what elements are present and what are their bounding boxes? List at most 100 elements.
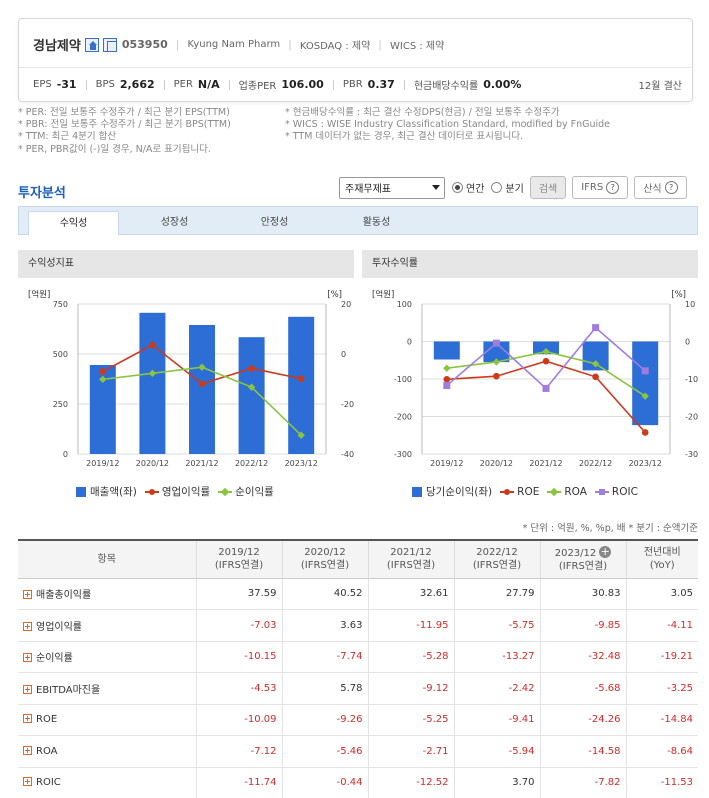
divider: | [288,38,292,51]
col-header: 2021/12 (IFRS연결) [367,539,454,579]
statement-select[interactable]: 주재무제표 [339,176,445,199]
home-icon[interactable] [84,37,99,52]
formula-help-button[interactable]: 산식? [634,176,687,199]
data-point [297,375,305,382]
expand-plus-icon[interactable] [23,684,32,694]
table-header-row: 항목 2019/12 (IFRS연결) 2020/12 (IFRS연결) 2021/… [18,539,698,579]
company-header: 경남제약 053950 | Kyung Nam Pharm | KOSDAQ :… [18,18,693,102]
table-row: ROE -10.09 -9.26 -5.25 -9.41 -24.26 -14.84 [18,704,698,736]
divider: | [175,38,180,51]
tab-growth[interactable]: 성장성 [160,217,189,228]
col-header-item: 항목 [18,539,196,579]
data-point [591,360,600,368]
col-header: 2022/12 (IFRS연결) [453,539,540,579]
table-row: 영업이익률 -7.03 3.63 -11.95 -5.75 -9.85 -4.11 [18,609,698,642]
expand-plus-icon[interactable] [23,621,32,631]
legend-right: 당기순이익(좌) ROE ROA ROIC [412,484,646,499]
data-point [641,367,649,375]
table-cell: -9.41 [453,704,540,736]
legend-item: ROA [547,486,587,498]
row-label[interactable]: ROE [18,704,196,736]
data-point [149,341,156,349]
expand-plus-icon[interactable] [23,653,32,663]
data-point [148,369,157,378]
table-cell: -7.12 [195,735,282,768]
table-cell: -7.03 [195,609,282,642]
col-header: 전년대비 (YoY) [625,539,698,579]
row-label[interactable]: 매출총이익률 [18,578,196,610]
table-cell: -14.58 [539,735,626,768]
ifrs-help-button[interactable]: IFRS? [572,176,629,199]
legend-item: 순이익률 [218,484,274,499]
tab-profitability[interactable]: 수익성 [28,211,119,236]
table-cell: -10.09 [195,704,282,736]
tab-activity[interactable]: 활동성 [362,217,391,228]
y-tick-label: -300 [394,450,412,459]
x-tick-label: 2021/12 [529,459,562,468]
table-row: 순이익률 -10.15 -7.74 -5.28 -13.27 -32.48 -19.21 [18,641,698,673]
note: * 현금배당수익률 : 최근 결산 수정DPS(현금) / 전일 보통주 수정주… [285,107,560,118]
company-name: 경남제약 [33,39,81,54]
table-cell: 3.63 [281,609,368,642]
bar [189,325,215,454]
y2-tick-label: 0 [341,350,346,359]
data-point [443,364,451,372]
table-cell: -5.25 [367,704,454,736]
table-cell: -24.26 [539,704,626,736]
data-point [198,380,206,388]
col-header: 2020/12 (IFRS연결) [281,539,368,579]
table-cell: -8.64 [625,735,698,768]
col-header: 2019/12 (IFRS연결) [195,539,282,579]
table-cell: -32.48 [539,641,626,673]
search-button[interactable]: 검색 [529,176,567,199]
table-cell: -0.44 [281,767,368,798]
return-chart: [억원] [%]100 100 0-100 -10-200 -20-300 -302019/… [372,289,698,468]
english-name: Kyung Nam Pharm [187,39,281,50]
left-axis-unit: [억원] [28,289,50,300]
stock-code: 053950 [121,38,168,51]
table-cell: -2.71 [367,735,454,768]
data-point [99,368,107,375]
table-cell: -11.95 [367,609,454,642]
radio-annual[interactable]: 연간 [452,180,484,195]
stats-row: EPS -31 BPS 2,662 PER N/A 업종PER 106.00 PBR 0.… [19,67,692,101]
data-point [542,384,550,392]
analysis-tabs: 수익성 성장성 안정성 활동성 [18,206,698,236]
x-tick-label: 2022/12 [235,459,268,468]
stat-dividend-yield: 현금배당수익률 0.00% [413,78,522,92]
section-title: 투자분석 [18,186,66,201]
table-cell: -11.74 [195,767,282,798]
data-point [443,382,451,390]
data-point [493,372,500,380]
settlement-month: 12월 결산 [638,81,682,92]
x-tick-label: 2023/12 [285,459,318,468]
row-label[interactable]: EBITDA마진율 [18,672,196,705]
y-tick-label: 500 [53,350,68,359]
legend-item: 매출액(좌) [76,484,137,499]
row-label[interactable]: 영업이익률 [18,609,196,642]
expand-plus-icon[interactable] [23,590,32,600]
building-icon[interactable] [102,37,117,52]
table-cell: -3.25 [625,672,698,705]
table-cell: 40.52 [281,578,368,610]
col-header: 2023/12 + (IFRS연결) [539,539,626,579]
table-cell: -9.26 [281,704,368,736]
row-label[interactable]: ROA [18,735,196,768]
right-axis-unit: [%] [671,290,686,300]
row-label[interactable]: ROIC [18,767,196,798]
radio-quarter[interactable]: 분기 [491,180,524,195]
data-point [592,373,599,381]
table-cell: -5.46 [281,735,368,768]
tab-stability[interactable]: 안정성 [260,217,289,228]
x-tick-label: 2022/12 [579,459,612,468]
expand-plus-icon[interactable] [23,777,32,787]
expand-plus-icon[interactable] [23,714,32,724]
expand-plus-icon[interactable] [23,745,32,755]
table-row: EBITDA마진율 -4.53 5.78 -9.12 -2.42 -5.68 -3.25 [18,672,698,705]
table-cell: -5.68 [539,672,626,705]
wics-info: WICS : 제약 [390,41,445,52]
help-icon: ? [664,181,678,194]
table-cell: -4.53 [195,672,282,705]
expand-icon[interactable]: + [599,544,612,558]
row-label[interactable]: 순이익률 [18,641,196,673]
